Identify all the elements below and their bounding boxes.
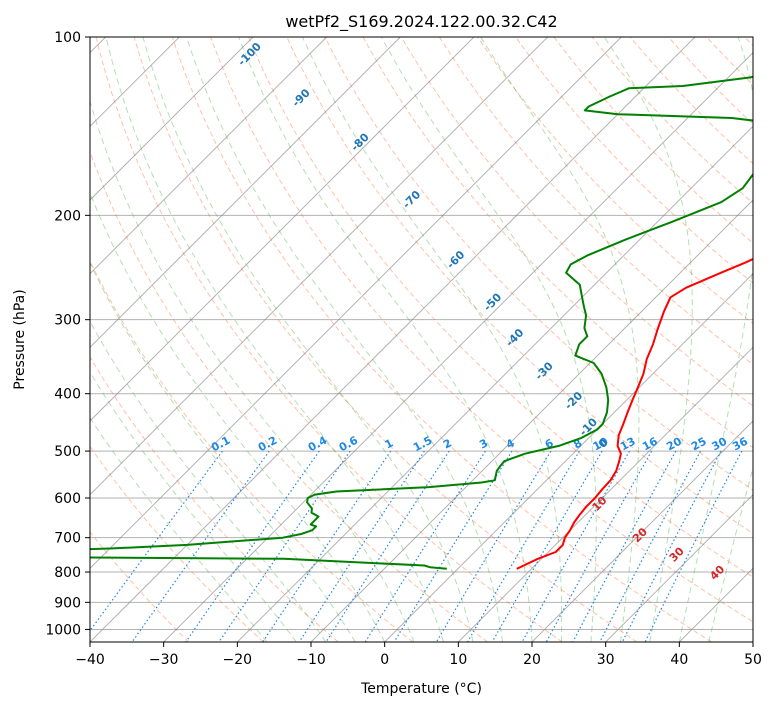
- isotherm-line: [236, 125, 753, 642]
- mixing-ratio-line: [90, 450, 223, 632]
- mixing-ratio-line: [262, 450, 392, 642]
- moist-adiabat-line: [90, 416, 268, 642]
- isotherm-line: [90, 37, 696, 642]
- isotherm-line: [90, 37, 622, 570]
- isotherm-line: [163, 51, 753, 642]
- x-tick-label: −20: [223, 652, 253, 668]
- y-tick-label: 500: [54, 444, 81, 460]
- mixing-ratio-line: [621, 450, 722, 642]
- isotherm-line: [90, 37, 328, 275]
- y-tick-label: 800: [54, 565, 81, 581]
- plot-frame: [89, 36, 754, 643]
- mixing-ratio-line: [393, 450, 513, 642]
- moist-adiabat-line: [105, 37, 445, 642]
- temperature-profile-line: [516, 257, 753, 570]
- dry-adiabat-line: [90, 445, 264, 642]
- mixing-ratio-line: [298, 450, 425, 642]
- mixing-ratio-line: [185, 450, 320, 642]
- moist-adiabat-line: [678, 37, 753, 642]
- mixing-ratio-label: 36: [730, 435, 750, 454]
- moist-adiabat-line: [90, 191, 386, 642]
- mixing-ratio-line: [599, 450, 702, 642]
- x-axis-label: Temperature (°C): [360, 681, 482, 697]
- moist-adiabat-line: [603, 37, 693, 642]
- dry-adiabat-line: [90, 531, 190, 642]
- isobars: [90, 37, 753, 630]
- x-tick-label: 0: [380, 652, 389, 668]
- moist-adiabat-line: [90, 320, 327, 642]
- mixing-ratio-label: 20: [664, 435, 684, 454]
- dry-adiabat-line: [400, 37, 753, 407]
- dry-adiabat-line: [90, 356, 339, 642]
- isotherm-line: [605, 493, 753, 642]
- y-tick-label: 200: [54, 208, 81, 224]
- isotherm-line: [90, 37, 549, 496]
- dry-adiabat-line: [133, 37, 638, 642]
- y-axis: 100 200 300 400 500 600 700 800 900 1000: [45, 30, 90, 638]
- mixing-ratio-label: 30: [710, 435, 730, 454]
- chart-title: wetPf2_S169.2024.122.00.32.C42: [285, 12, 557, 32]
- x-tick-label: −40: [75, 652, 105, 668]
- y-tick-label: 700: [54, 531, 81, 547]
- y-tick-label: 600: [54, 491, 81, 507]
- dry-adiabats: [90, 37, 753, 642]
- isotherm-line: [457, 346, 753, 642]
- x-tick-label: 10: [449, 652, 467, 668]
- dry-adiabat-line: [248, 37, 753, 578]
- moist-adiabat-line: [90, 261, 356, 642]
- moist-adiabat-line: [380, 37, 597, 642]
- isotherm-line: [90, 37, 475, 422]
- isotherm-line: [90, 37, 254, 201]
- isotherm-line: [310, 199, 753, 642]
- x-axis: −40 −30 −20 −10 0 10 20 30 40 50: [75, 642, 762, 668]
- moist-adiabat-line: [480, 37, 640, 642]
- mixing-ratio-line: [545, 450, 653, 642]
- profiles: [90, 75, 753, 570]
- y-tick-label: 400: [54, 387, 81, 403]
- x-tick-label: 50: [744, 652, 762, 668]
- dry-adiabat-line: [324, 37, 753, 491]
- moist-adiabat-line: [90, 371, 297, 642]
- dry-adiabat-line: [95, 37, 563, 642]
- mixing-ratio-line: [644, 450, 743, 642]
- y-tick-label: 100: [54, 30, 81, 46]
- dry-adiabat-line: [171, 37, 712, 642]
- x-tick-label: 40: [670, 652, 688, 668]
- dry-adiabat-line: [515, 37, 753, 284]
- y-tick-label: 900: [54, 595, 81, 611]
- moist-adiabat-line: [186, 37, 503, 642]
- isotherm-line: [384, 272, 753, 642]
- x-tick-label: 20: [523, 652, 541, 668]
- x-tick-label: −30: [149, 652, 179, 668]
- moist-adiabat-line: [708, 465, 753, 642]
- dewpoint-profile-line: [90, 75, 753, 570]
- mixing-ratio-label: 10: [591, 435, 611, 454]
- isotherm-line: [531, 420, 753, 642]
- x-tick-label: 30: [597, 652, 615, 668]
- isotherm-line: [90, 37, 401, 349]
- moist-adiabat-line: [142, 37, 474, 642]
- mixing-ratio-label: 13: [618, 435, 638, 454]
- y-axis-label: Pressure (hPa): [12, 289, 28, 389]
- moist-adiabat-line: [90, 99, 415, 642]
- mixing-ratio-line: [521, 450, 631, 642]
- mixing-ratio-label: 16: [640, 435, 660, 454]
- dry-adiabat-line: [210, 37, 753, 623]
- x-tick-label: −10: [296, 652, 326, 668]
- y-tick-label: 300: [54, 313, 81, 329]
- y-tick-label: 1000: [45, 622, 81, 638]
- moist-adiabat-line: [301, 37, 563, 642]
- mixing-ratio-line: [572, 450, 677, 642]
- dry-adiabat-line: [438, 37, 753, 366]
- isotherms: [90, 37, 753, 642]
- dry-adiabat-line: [90, 150, 488, 642]
- mixing-ratio-line: [491, 450, 603, 642]
- mixing-ratio-label: 25: [689, 435, 709, 454]
